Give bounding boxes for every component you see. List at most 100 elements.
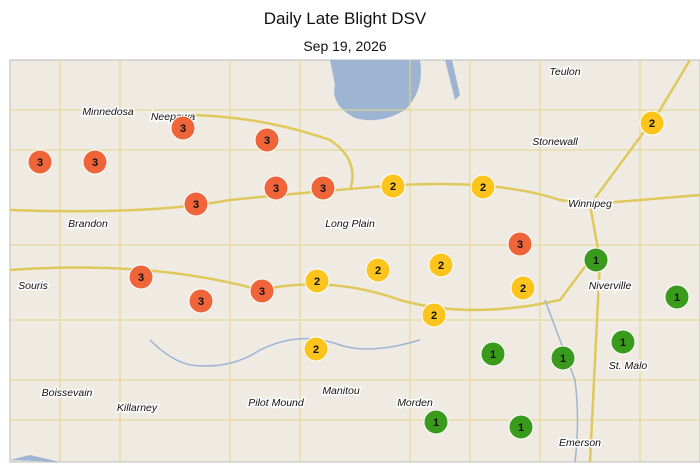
site-dsv: 3 [259,286,265,298]
site-dsv: 3 [37,157,43,169]
site-circle [507,231,533,257]
site-dsv: 2 [438,260,444,272]
site-circle [304,268,330,294]
place-label: St. Malo [609,360,648,372]
site-circle [188,288,214,314]
place-label: Long Plain [325,218,375,230]
site-dsv: 2 [431,310,437,322]
site-circle [82,149,108,175]
site-dsv: 3 [138,272,144,284]
site-marker: 1 [508,414,534,440]
site-dsv: 3 [320,183,326,195]
site-marker: 2 [470,174,496,200]
place-label: Morden [397,397,433,409]
site-dsv: 2 [520,283,526,295]
site-circle [303,336,329,362]
site-dsv: 1 [620,337,626,349]
site-circle [550,345,576,371]
place-label: Pilot Mound [248,397,305,409]
site-marker: 3 [128,264,154,290]
site-marker: 3 [507,231,533,257]
place-label: Emerson [559,437,601,449]
place-label: Minnedosa [82,106,134,118]
site-dsv: 2 [390,181,396,193]
site-marker: 1 [583,247,609,273]
site-circle [428,252,454,278]
site-dsv: 2 [375,265,381,277]
site-dsv: 3 [273,183,279,195]
site-dsv: 3 [264,135,270,147]
site-circle [183,191,209,217]
place-label: Killarney [117,402,158,414]
site-marker: 1 [550,345,576,371]
place-label: Boissevain [42,387,93,399]
site-dsv: 3 [92,157,98,169]
site-dsv: 2 [313,344,319,356]
site-circle [423,409,449,435]
site-marker: 2 [365,257,391,283]
site-circle [170,115,196,141]
site-dsv: 2 [480,182,486,194]
site-circle [365,257,391,283]
place-label: Stonewall [532,136,578,148]
site-circle [380,173,406,199]
place-label: Teulon [549,66,580,78]
site-marker: 3 [310,175,336,201]
site-dsv: 3 [180,123,186,135]
site-dsv: 1 [518,422,524,434]
site-marker: 3 [188,288,214,314]
site-circle [27,149,53,175]
site-marker: 2 [510,275,536,301]
site-marker: 3 [263,175,289,201]
place-label: Souris [18,280,49,292]
site-marker: 2 [303,336,329,362]
site-marker: 1 [423,409,449,435]
site-marker: 1 [664,284,690,310]
site-marker: 3 [82,149,108,175]
site-marker: 3 [27,149,53,175]
site-dsv: 1 [674,292,680,304]
site-circle [310,175,336,201]
site-circle [510,275,536,301]
site-marker: 2 [639,110,665,136]
site-marker: 3 [183,191,209,217]
site-circle [639,110,665,136]
site-marker: 3 [170,115,196,141]
site-circle [263,175,289,201]
place-label: Niverville [589,280,632,292]
site-circle [508,414,534,440]
site-marker: 1 [610,329,636,355]
site-circle [664,284,690,310]
site-circle [583,247,609,273]
date: Sep 19, 2026 [303,38,387,54]
site-marker: 2 [380,173,406,199]
site-dsv: 1 [560,353,566,365]
site-dsv: 1 [593,255,599,267]
site-dsv: 2 [649,118,655,130]
site-marker: 2 [304,268,330,294]
title: Daily Late Blight DSV [264,9,427,28]
site-circle [128,264,154,290]
sites: 3 3 3 3 3 3 3 2 2 2 3 1 3 3 3 2 2 2 2 2 1 1 1 1 2 1 1 [27,110,690,440]
site-marker: 2 [421,302,447,328]
site-dsv: 3 [193,199,199,211]
place-label: Manitou [322,385,360,397]
site-marker: 3 [254,127,280,153]
site-circle [610,329,636,355]
site-dsv: 3 [517,239,523,251]
site-circle [480,341,506,367]
site-dsv: 1 [433,417,439,429]
site-dsv: 3 [198,296,204,308]
site-circle [421,302,447,328]
place-label: Winnipeg [568,198,612,210]
place-label: Brandon [68,218,108,230]
site-circle [470,174,496,200]
site-dsv: 1 [490,349,496,361]
site-marker: 2 [428,252,454,278]
site-circle [249,278,275,304]
site-marker: 1 [480,341,506,367]
site-circle [254,127,280,153]
